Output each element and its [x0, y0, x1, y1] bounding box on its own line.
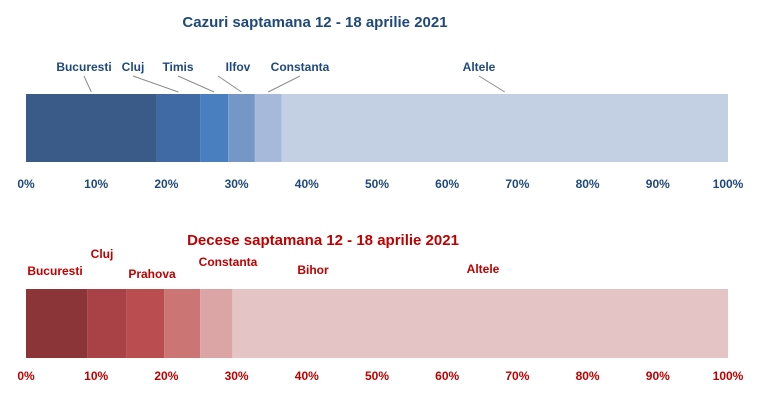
x-tick-label: 50% [365, 369, 389, 383]
x-tick-label: 100% [713, 177, 744, 191]
leader-line [132, 75, 179, 93]
x-tick-label: 0% [17, 369, 35, 383]
x-tick-label: 80% [576, 177, 600, 191]
bar-segment-bucuresti [26, 289, 88, 358]
leader-line [177, 75, 215, 93]
x-tick-label: 80% [576, 369, 600, 383]
bar-segment-cluj [156, 94, 201, 162]
segment-label: Constanta [271, 60, 330, 74]
segment-label: Altele [463, 60, 496, 74]
x-tick-label: 30% [225, 177, 249, 191]
bar-segment-prahova [126, 289, 165, 358]
chart-1: Cazuri saptamana 12 - 18 aprilie 2021 Buc… [17, 14, 743, 191]
bar-segment-altele [281, 94, 728, 162]
x-tick-label: 70% [505, 369, 529, 383]
chart-title: Cazuri saptamana 12 - 18 aprilie 2021 [182, 14, 447, 31]
leader-line [267, 75, 301, 93]
segment-label: Altele [467, 262, 500, 276]
leader-line [217, 75, 242, 93]
segment-label: Cluj [91, 247, 114, 261]
leader-line [478, 75, 506, 93]
bar-segment-bihor [200, 289, 233, 358]
x-tick-label: 20% [154, 369, 178, 383]
segment-label: Timis [162, 60, 193, 74]
x-tick-label: 10% [84, 369, 108, 383]
leader-line [83, 75, 92, 93]
bar-segment-constanta [164, 289, 201, 358]
segment-label: Cluj [122, 60, 145, 74]
x-tick-label: 10% [84, 177, 108, 191]
x-tick-label: 30% [225, 369, 249, 383]
bar-segment-timis [200, 94, 229, 162]
segment-label: Ilfov [226, 60, 251, 74]
x-tick-label: 70% [505, 177, 529, 191]
x-tick-label: 60% [435, 369, 459, 383]
x-tick-label: 60% [435, 177, 459, 191]
segment-label: Bucuresti [27, 264, 82, 278]
x-tick-label: 50% [365, 177, 389, 191]
x-tick-label: 0% [17, 177, 35, 191]
x-tick-label: 40% [295, 177, 319, 191]
x-tick-label: 20% [154, 177, 178, 191]
bar-segment-ilfov [228, 94, 255, 162]
segment-label: Prahova [128, 267, 176, 281]
chart-title: Decese saptamana 12 - 18 aprilie 2021 [187, 232, 459, 249]
segment-label: Bucuresti [56, 60, 111, 74]
bar-segment-altele [232, 289, 728, 358]
bar-segment-bucuresti [26, 94, 157, 162]
bar-segment-constanta [254, 94, 282, 162]
x-tick-label: 90% [646, 369, 670, 383]
segment-label: Bihor [297, 263, 329, 277]
segment-label: Constanta [199, 255, 258, 269]
x-tick-label: 100% [713, 369, 744, 383]
x-tick-label: 40% [295, 369, 319, 383]
bar-segment-cluj [87, 289, 127, 358]
x-tick-label: 90% [646, 177, 670, 191]
chart-2: Decese saptamana 12 - 18 aprilie 2021 Buc… [17, 232, 743, 383]
